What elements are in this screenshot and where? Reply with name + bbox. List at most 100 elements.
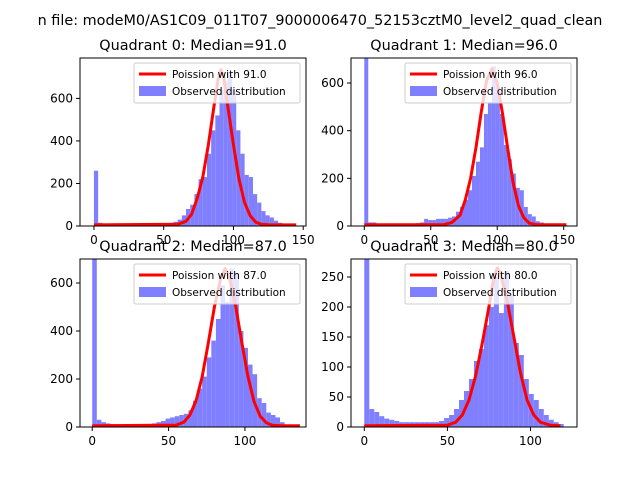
y-tick-label: 250 [321,270,344,284]
histogram-bar [444,218,449,226]
histogram-bar [92,259,97,427]
histogram-bar [523,206,528,226]
histogram-bar [211,340,216,427]
histogram-bar [464,199,468,226]
histogram-bar [503,144,508,226]
x-tick-label: 100 [519,434,542,448]
y-tick-label: 200 [321,171,344,185]
y-tick-label: 0 [336,219,344,233]
legend-entry-fit: Poission with 80.0 [443,270,538,282]
histogram-bar [219,89,224,226]
axes-frame [79,258,307,428]
histogram-bar [215,319,221,427]
x-tick-label: 0 [90,233,98,247]
histogram-bar [229,268,235,427]
histogram-bar [202,376,207,427]
x-tick-label: 150 [552,233,575,247]
y-tick-label: 400 [321,124,344,138]
histogram-bar [257,202,262,226]
histogram-bar [488,307,494,427]
histogram-bar [436,218,441,226]
histogram-bar [478,349,484,427]
histogram-bar [211,130,216,226]
histogram-bar [269,217,274,226]
x-tick-label: 50 [423,233,438,247]
histogram-bar [533,400,539,427]
legend-entry-fit: Poission with 87.0 [172,270,267,282]
y-tick-label: 0 [336,420,344,434]
histogram-bar [507,159,512,226]
legend: Poission with 96.0 Observed distribution [404,62,572,104]
y-tick-label: 50 [329,390,344,404]
histogram-bar [220,285,226,427]
legend-entry-fit: Poission with 96.0 [443,69,538,81]
legend-box [133,62,301,104]
y-tick-label: 600 [50,276,73,290]
histogram-bar [223,81,228,226]
legend-bar-swatch [139,86,166,96]
histogram-bar [206,153,212,226]
x-tick-label: 0 [360,233,368,247]
histogram-bar [424,218,429,226]
subplot-title: Quadrant 3: Median=80.0 [370,239,558,255]
histogram-bar [227,72,233,226]
x-tick-label: 0 [360,434,368,448]
histogram-bar [93,170,99,226]
histogram-bar [179,415,184,427]
histogram-bar [261,211,266,226]
histogram-bar [475,161,480,226]
x-tick-label: 50 [156,233,171,247]
y-tick-label: 150 [321,330,344,344]
histogram-bar [364,58,369,226]
histogram-bar [513,343,519,427]
histogram-bar [384,418,390,427]
histogram-bar [206,357,212,427]
legend-box [404,263,572,305]
legend-entry-fit: Poission with 91.0 [172,69,267,81]
x-tick-label: 100 [486,233,509,247]
x-tick-label: 100 [233,434,256,448]
histogram-bar [234,273,239,427]
y-tick-label: 400 [50,134,73,148]
histogram-bar [364,259,370,427]
histogram-bar [248,177,253,226]
legend: Poission with 91.0 Observed distribution [133,62,301,104]
quadrant-2-panel: 0 50 100 0 200 400 600 Quadrant 2: Median=87.0 P… [50,239,307,448]
histogram-bar [538,409,544,427]
histogram-bar [428,220,433,226]
axes-frame [79,57,307,227]
legend-entry-observed: Observed distribution [443,287,557,299]
legend: Poission with 87.0 Observed distribution [133,263,301,305]
legend-entry-observed: Observed distribution [172,287,286,299]
x-tick-label: 50 [440,434,455,448]
histogram-bar [483,114,488,226]
histogram-bar [558,424,564,427]
histogram-bar [215,115,220,226]
histogram-bar [270,415,276,427]
histogram-bar [197,388,203,427]
histogram-bar [394,421,400,427]
histogram-bar [194,194,199,226]
histogram-bar [498,313,504,427]
legend-bar-swatch [139,287,166,297]
histogram-bar [244,174,249,226]
histogram-bar [174,416,180,427]
histogram-bar [460,206,464,226]
histogram-bar [432,220,437,226]
histogram-bar [454,409,460,427]
histogram-bar [374,412,380,427]
quadrant-3-panel: 0 50 100 0 50 100 150 200 250 Quadrant 3: Median=… [321,239,578,448]
x-tick-label: 50 [161,434,176,448]
histogram-bar [198,179,203,226]
histogram-bar [508,295,514,427]
legend-bar-swatch [410,86,437,96]
histogram-bar [225,302,230,427]
y-tick-label: 600 [50,91,73,105]
quadrant-2-plot-area [92,259,300,427]
histogram-bar [518,355,524,427]
legend-entry-observed: Observed distribution [443,86,557,98]
histogram-bar [252,194,258,226]
histogram-bar [473,361,479,427]
histogram-bar [499,114,504,226]
